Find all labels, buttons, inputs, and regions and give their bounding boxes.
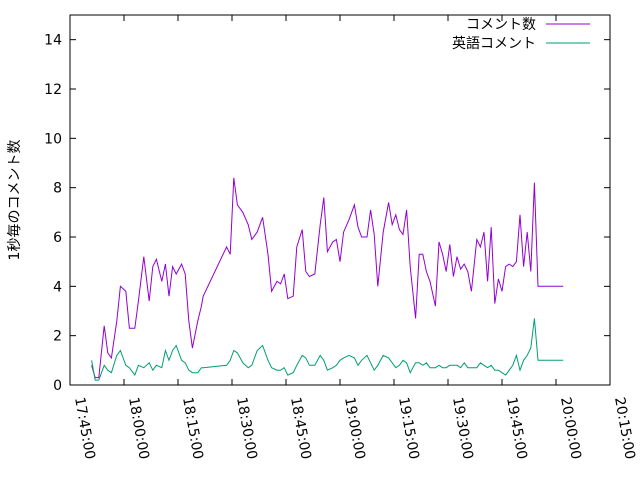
- y-tick-label: 0: [53, 378, 62, 394]
- x-tick-label: 17:45:00: [71, 396, 98, 461]
- y-tick-label: 4: [53, 279, 62, 295]
- legend-label: コメント数: [466, 17, 536, 33]
- y-axis-ticks: 0 2 4 6 8 10 12 14: [44, 33, 610, 394]
- legend-label: 英語コメント: [452, 35, 536, 52]
- y-axis-label: 1秒毎のコメント数: [7, 140, 23, 261]
- x-tick-label: 19:15:00: [395, 396, 422, 461]
- x-tick-label: 20:00:00: [557, 396, 584, 461]
- plot-frame: [69, 14, 611, 386]
- y-tick-label: 12: [44, 82, 62, 98]
- x-axis-ticks: 17:45:00 18:00:00 18:15:00 18:30:00 18:45:00…: [69, 15, 638, 461]
- y-tick-label: 14: [44, 33, 62, 49]
- x-tick-label: 19:45:00: [503, 396, 530, 461]
- y-tick-label: 8: [53, 181, 62, 197]
- x-tick-label: 19:30:00: [449, 396, 476, 461]
- x-tick-label: 18:30:00: [233, 396, 260, 461]
- y-tick-label: 10: [44, 131, 62, 147]
- series-line-1: [91, 177, 564, 379]
- series-lines: [91, 177, 564, 381]
- x-tick-label: 18:00:00: [125, 396, 152, 461]
- y-tick-label: 6: [53, 230, 62, 246]
- x-tick-label: 20:15:00: [611, 396, 638, 461]
- series-line-2: [91, 318, 564, 381]
- y-tick-label: 2: [53, 329, 62, 345]
- x-tick-label: 19:00:00: [341, 396, 368, 461]
- x-tick-label: 18:45:00: [287, 396, 314, 461]
- x-tick-label: 18:15:00: [179, 396, 206, 461]
